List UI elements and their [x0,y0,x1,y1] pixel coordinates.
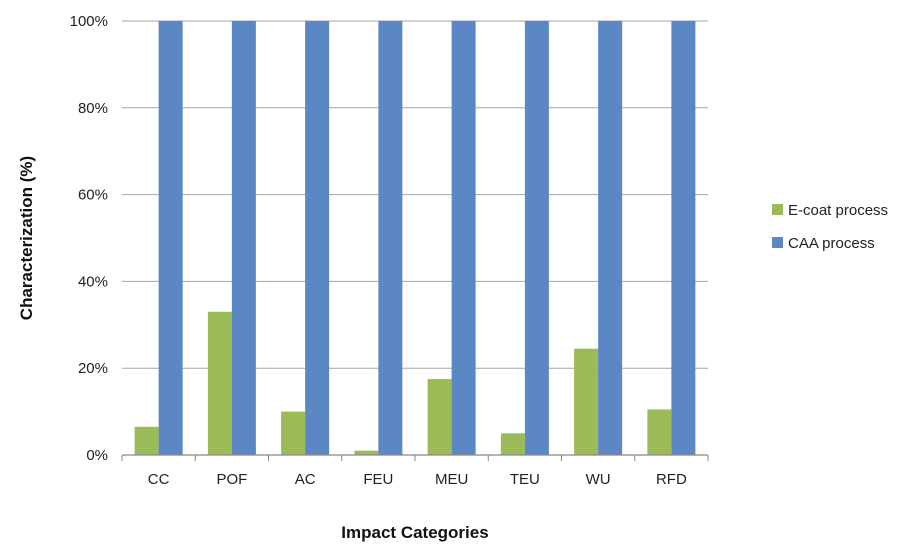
bar-e-coat-rfd [647,409,672,455]
x-tick-label: WU [586,471,611,488]
bar-e-coat-cc [134,426,159,455]
legend: E-coat process CAA process [772,202,888,252]
y-tick-label: 20% [78,360,108,377]
bar-caa-wu [598,21,623,455]
x-tick-label: FEU [363,471,393,488]
legend-swatch [772,237,783,248]
bar-caa-feu [378,21,403,455]
legend-swatch [772,204,783,215]
x-tick-label: RFD [656,471,687,488]
bar-caa-rfd [671,21,696,455]
bar-e-coat-wu [574,348,599,455]
y-tick-label: 60% [78,187,108,204]
bar-caa-meu [451,21,476,455]
bars [134,21,696,455]
y-tick-label: 40% [78,273,108,290]
bar-caa-ac [305,21,330,455]
x-axis-title: Impact Categories [341,523,488,542]
x-tick-label: POF [216,471,247,488]
y-tick-label: 0% [86,447,108,464]
bar-e-coat-ac [281,411,306,455]
y-axis-title: Characterization (%) [17,156,36,320]
bar-e-coat-pof [207,311,232,455]
x-tick-label: MEU [435,471,468,488]
legend-label: E-coat process [788,202,888,219]
x-tick-label: TEU [510,471,540,488]
y-axis-ticks: 0% 20% 40% 60% 80% 100% [70,13,108,464]
x-tick-label: AC [295,471,316,488]
x-tick-label: CC [148,471,170,488]
bar-caa-cc [158,21,183,455]
y-tick-label: 100% [70,13,108,30]
bar-e-coat-teu [500,433,525,455]
y-tick-label: 80% [78,100,108,117]
x-axis-ticks: CC POF AC FEU MEU TEU WU RFD [121,455,709,488]
bar-caa-teu [524,21,549,455]
bar-e-coat-feu [354,450,379,455]
bar-caa-pof [231,21,256,455]
bar-e-coat-meu [427,379,452,455]
legend-label: CAA process [788,235,875,252]
